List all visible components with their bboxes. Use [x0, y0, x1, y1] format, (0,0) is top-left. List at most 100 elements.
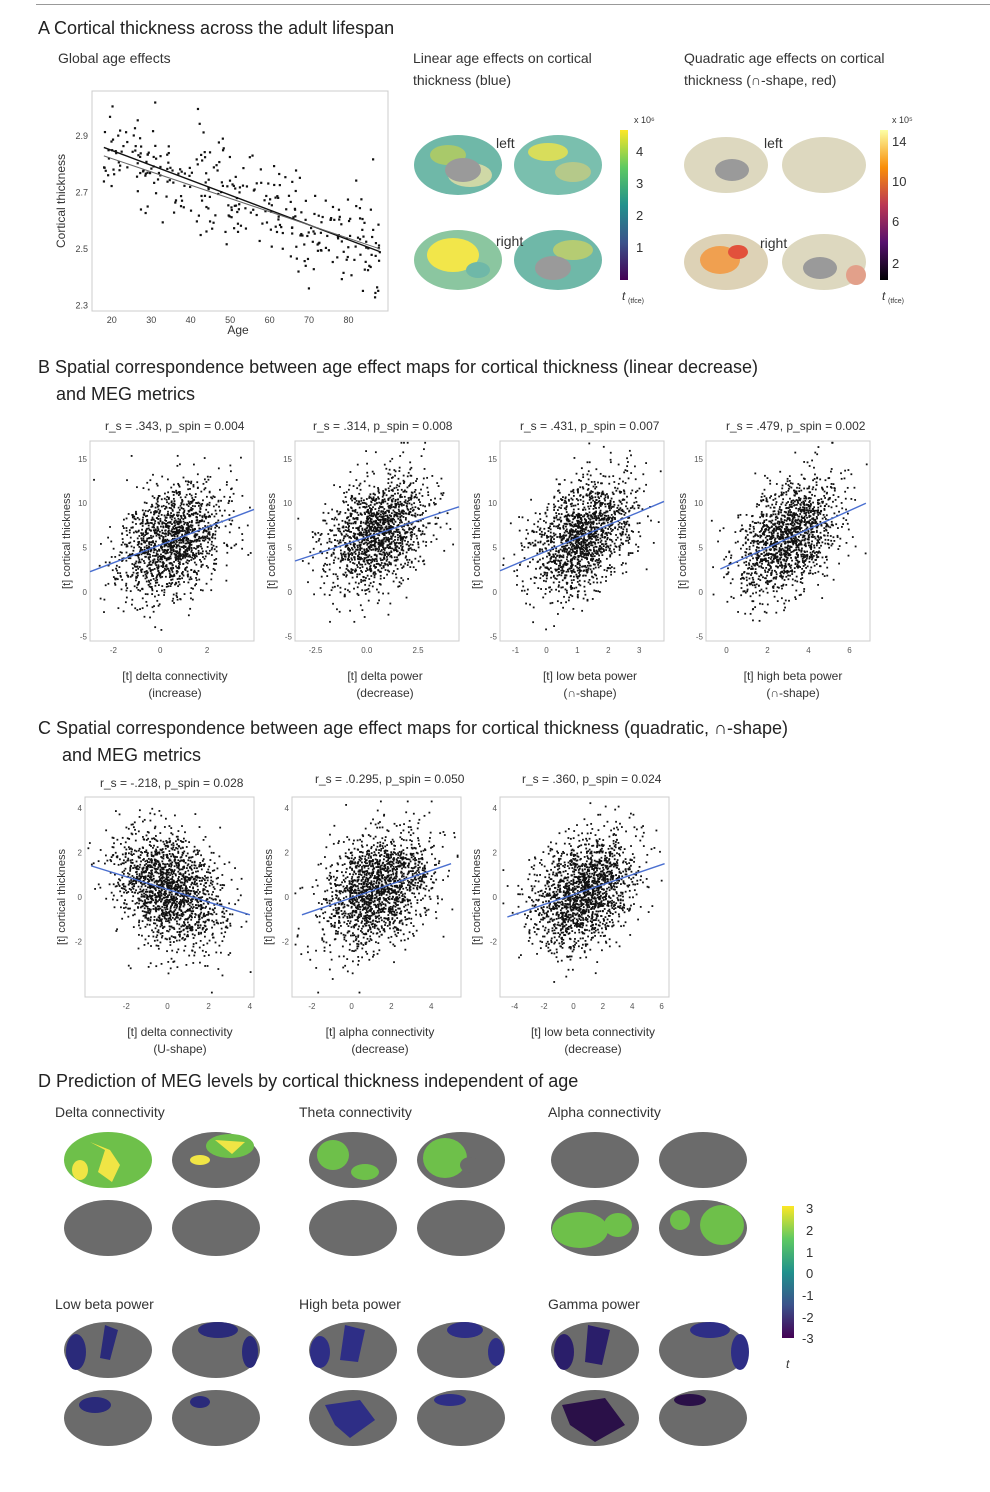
- scatter-point: [201, 552, 204, 555]
- scatter-point: [169, 166, 172, 169]
- scatter-point: [199, 233, 202, 237]
- scatter-point: [399, 493, 402, 496]
- scatter-point: [140, 546, 142, 549]
- scatter-point: [367, 247, 370, 250]
- scatter-point: [354, 497, 357, 500]
- scatter-point: [141, 525, 144, 527]
- scatter-point: [336, 235, 340, 238]
- scatter-point: [537, 587, 540, 589]
- scatter-point: [366, 521, 369, 524]
- y-axis-label: Cortical thickness: [54, 154, 68, 248]
- scatter-point: [609, 516, 611, 519]
- scatter-point: [226, 185, 229, 188]
- scatter-point: [175, 558, 178, 561]
- scatter-point: [562, 565, 565, 568]
- scatter-point: [137, 154, 140, 157]
- scatter-point: [167, 539, 170, 542]
- scatter-point: [175, 530, 178, 532]
- scatter-point: [603, 569, 606, 571]
- scatter-point: [402, 474, 405, 477]
- scatter-point: [200, 589, 202, 591]
- scatter-point: [186, 528, 189, 531]
- scatter-point: [613, 542, 616, 545]
- scatter-point: [587, 478, 590, 481]
- scatter-point: [284, 176, 287, 179]
- scatter-point: [418, 527, 420, 530]
- scatter-point: [383, 515, 385, 518]
- scatter-point: [150, 548, 152, 551]
- scatter-point: [153, 511, 155, 513]
- scatter-point: [415, 549, 417, 552]
- scatter-point: [197, 486, 199, 489]
- scatter-point: [518, 516, 520, 518]
- scatter-point: [347, 488, 350, 491]
- scatter-point: [582, 538, 584, 541]
- scatter-point: [358, 544, 361, 547]
- scatter-point: [592, 523, 595, 526]
- scatter-point: [153, 512, 156, 515]
- scatter-point: [139, 171, 142, 175]
- scatter-point: [158, 511, 161, 514]
- scatter-point: [159, 560, 162, 563]
- scatter-point: [312, 569, 314, 572]
- scatter-point: [147, 583, 150, 586]
- scatter-point: [207, 527, 210, 530]
- scatter-point: [167, 478, 169, 481]
- scatter-point: [191, 500, 194, 503]
- scatter-point: [414, 515, 417, 518]
- scatter-point: [382, 517, 385, 520]
- scatter-point: [204, 515, 206, 518]
- scatter-point: [377, 244, 381, 247]
- scatter-point: [610, 530, 613, 533]
- scatter-point: [189, 555, 192, 558]
- scatter-point: [301, 560, 304, 562]
- scatter-point: [241, 533, 244, 535]
- scatter-point: [293, 208, 297, 211]
- scatter-point: [179, 518, 182, 521]
- scatter-point: [584, 556, 587, 559]
- scatter-point: [215, 512, 218, 515]
- scatter-point: [347, 552, 350, 555]
- scatter-point: [202, 537, 205, 539]
- scatter-point: [354, 508, 357, 511]
- scatter-point: [179, 520, 182, 523]
- scatter-point: [120, 588, 123, 591]
- scatter-point: [594, 515, 597, 517]
- scatter-point: [211, 227, 214, 230]
- scatter-point: [345, 567, 348, 570]
- scatter-point: [179, 504, 182, 507]
- scatter-point: [401, 548, 404, 551]
- scatter-point: [377, 550, 380, 553]
- scatter-point: [577, 490, 579, 492]
- scatter-point: [612, 516, 614, 519]
- x-tick-label: 2: [205, 646, 210, 655]
- scatter-point: [185, 533, 188, 535]
- scatter-point: [200, 199, 204, 202]
- scatter-point: [576, 577, 579, 580]
- scatter-point: [384, 500, 387, 503]
- scatter-point: [115, 152, 118, 155]
- scatter-point: [637, 507, 640, 509]
- scatter-point: [573, 457, 576, 459]
- scatter-point: [186, 523, 188, 526]
- scatter-point: [112, 168, 115, 171]
- scatter-point: [167, 151, 170, 155]
- scatter-point: [565, 518, 568, 520]
- scatter-point: [392, 506, 395, 508]
- scatter-point: [360, 541, 363, 544]
- scatter-point: [218, 160, 221, 164]
- scatter-point: [579, 560, 582, 563]
- scatter-point: [614, 511, 616, 514]
- scatter-point: [367, 599, 370, 602]
- scatter-point: [114, 150, 117, 153]
- scatter-point: [353, 497, 356, 500]
- scatter-point: [151, 606, 154, 609]
- scatter-point: [378, 524, 381, 526]
- scatter-point: [349, 609, 351, 612]
- scatter-point: [601, 490, 604, 493]
- scatter-point: [365, 498, 368, 500]
- scatter-point: [146, 518, 149, 521]
- scatter-point: [594, 492, 597, 495]
- colorbar-tick: 14: [892, 134, 906, 149]
- scatter-point: [206, 546, 209, 548]
